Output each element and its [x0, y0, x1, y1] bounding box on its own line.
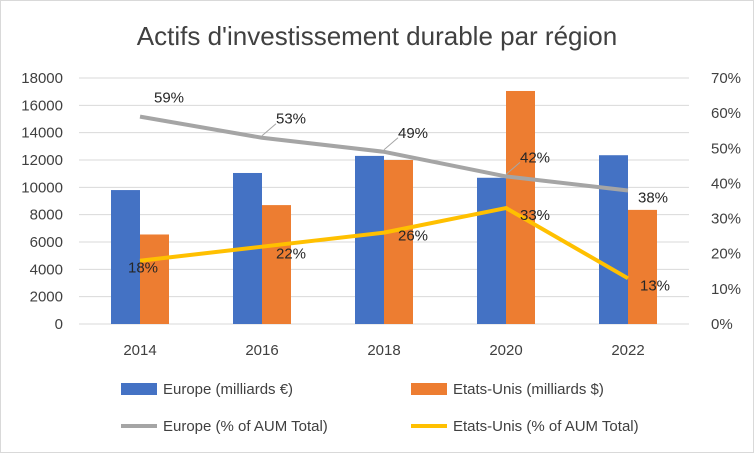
- right-tick-label: 40%: [711, 175, 741, 192]
- line-europe-pct: [139, 114, 629, 193]
- right-tick-label: 20%: [711, 246, 741, 263]
- left-tick-label: 16000: [21, 97, 63, 114]
- right-tick-label: 30%: [711, 211, 741, 228]
- bar-etats-unis-2018: [384, 160, 413, 324]
- left-tick-label: 2000: [30, 289, 63, 306]
- lines: 59% 53% 49% 42% 38% 18% 22% 26% 33% 13%: [128, 90, 670, 295]
- data-label: 53%: [276, 111, 306, 128]
- right-tick-label: 0%: [711, 316, 733, 333]
- data-label: 18%: [128, 260, 158, 277]
- data-label: 26%: [398, 228, 428, 245]
- bar-europe-2014: [111, 190, 140, 324]
- bar-europe-2018: [355, 155, 384, 324]
- x-tick-label: 2020: [489, 342, 522, 359]
- left-tick-label: 8000: [30, 207, 63, 224]
- bar-etats-unis-2022: [628, 209, 657, 324]
- bar-etats-unis-2014: [140, 234, 169, 324]
- legend-label-europe: Europe (milliards €): [163, 381, 293, 398]
- leader-line: [383, 137, 399, 151]
- leader-line: [261, 123, 277, 137]
- data-label: 42%: [520, 149, 550, 166]
- x-tick-label: 2016: [245, 342, 278, 359]
- right-tick-label: 10%: [711, 281, 741, 298]
- data-label: 59%: [154, 90, 184, 107]
- x-tick-label: 2018: [367, 342, 400, 359]
- legend-swatch-etats-unis: [411, 383, 447, 395]
- bar-europe-2022: [599, 155, 628, 324]
- left-tick-label: 0: [55, 316, 63, 333]
- legend: Europe (milliards €) Etats-Unis (milliard…: [121, 381, 639, 435]
- legend-label-europe-pct: Europe (% of AUM Total): [163, 418, 328, 435]
- data-label: 38%: [638, 189, 668, 206]
- right-tick-label: 70%: [711, 70, 741, 87]
- left-tick-label: 4000: [30, 261, 63, 278]
- bar-etats-unis-2016: [262, 205, 291, 324]
- x-axis-ticks: 2014 2016 2018 2020 2022: [123, 342, 644, 359]
- leader-line: [505, 162, 521, 175]
- data-label: 22%: [276, 246, 306, 263]
- legend-label-etats-unis-pct: Etats-Unis (% of AUM Total): [453, 418, 639, 435]
- data-label: 33%: [520, 207, 550, 224]
- left-tick-label: 18000: [21, 70, 63, 87]
- left-tick-label: 10000: [21, 179, 63, 196]
- right-axis-ticks: 0% 10% 20% 30% 40% 50% 60% 70%: [711, 70, 741, 333]
- left-tick-label: 14000: [21, 125, 63, 142]
- right-tick-label: 60%: [711, 105, 741, 122]
- right-tick-label: 50%: [711, 140, 741, 157]
- data-label: 49%: [398, 125, 428, 142]
- chart-title: Actifs d'investissement durable par régi…: [137, 21, 617, 51]
- bar-europe-2020: [477, 177, 506, 324]
- x-tick-label: 2022: [611, 342, 644, 359]
- x-tick-label: 2014: [123, 342, 156, 359]
- legend-swatch-europe: [121, 383, 157, 395]
- line-etats-unis-pct: [139, 206, 629, 281]
- left-tick-label: 6000: [30, 234, 63, 251]
- bar-etats-unis-2020: [506, 90, 535, 324]
- data-label: 13%: [640, 277, 670, 294]
- left-tick-label: 12000: [21, 152, 63, 169]
- legend-label-etats-unis: Etats-Unis (milliards $): [453, 381, 604, 398]
- left-axis-ticks: 0 2000 4000 6000 8000 10000 12000 14000 16000 180…: [21, 70, 63, 333]
